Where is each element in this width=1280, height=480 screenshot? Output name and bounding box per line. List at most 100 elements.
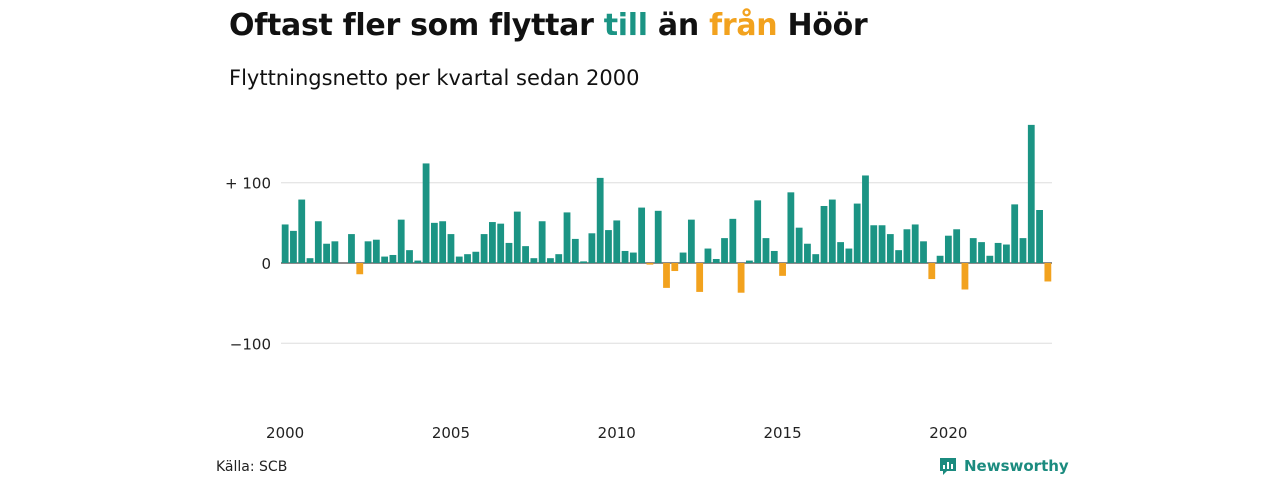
bar <box>1027 124 1035 263</box>
bar <box>522 246 529 263</box>
bar <box>430 222 438 263</box>
bar <box>331 241 339 263</box>
bar <box>994 242 1002 264</box>
y-axis-labels: + 100 0 −100 <box>225 175 271 354</box>
bar <box>538 221 546 263</box>
bar <box>961 263 969 290</box>
bar <box>944 235 952 263</box>
bar <box>1011 204 1019 263</box>
bar <box>323 243 330 263</box>
bar <box>464 254 471 263</box>
bar <box>663 263 670 288</box>
bar <box>439 221 447 263</box>
bar <box>530 258 538 263</box>
bar <box>613 220 621 263</box>
bar <box>505 242 513 264</box>
bar <box>704 248 712 263</box>
x-tick-label: 2005 <box>432 424 470 442</box>
chart-subtitle: Flyttningsnetto per kvartal sedan 2000 <box>229 66 640 90</box>
bar <box>621 250 629 263</box>
bar <box>928 263 936 280</box>
bar <box>812 254 820 263</box>
x-tick-label: 2000 <box>266 424 304 442</box>
newsworthy-logo-icon <box>938 456 958 476</box>
bar <box>356 263 364 275</box>
bar <box>986 255 994 263</box>
bar <box>696 263 704 292</box>
bar <box>895 250 903 263</box>
bar <box>381 256 389 263</box>
bar <box>646 263 654 265</box>
x-tick-label: 2015 <box>763 424 801 442</box>
bar <box>414 260 422 263</box>
bar <box>671 263 679 272</box>
bar <box>804 243 811 263</box>
bar <box>746 260 753 263</box>
bar <box>290 230 297 263</box>
bar <box>762 238 770 263</box>
bar <box>547 258 554 263</box>
bar <box>281 224 289 263</box>
bar <box>779 263 786 276</box>
bar <box>886 234 894 263</box>
bar <box>820 205 828 263</box>
bar <box>422 163 430 263</box>
bar <box>754 200 762 263</box>
bar <box>870 225 878 263</box>
bar <box>953 229 961 263</box>
bar <box>862 175 869 263</box>
bar <box>845 248 853 263</box>
bar <box>920 241 927 263</box>
bar <box>455 256 463 263</box>
x-tick-label: 2010 <box>598 424 636 442</box>
bar <box>1044 263 1052 282</box>
y-tick-label: + 100 <box>225 175 271 193</box>
bar <box>489 222 496 263</box>
bar <box>1036 210 1043 263</box>
bars-layer <box>281 124 1052 293</box>
brand-name: Newsworthy <box>964 457 1069 475</box>
bar <box>853 203 861 263</box>
bar <box>712 258 720 264</box>
title-part-1: Oftast fler som flyttar <box>229 8 594 43</box>
bar <box>605 230 612 263</box>
bar <box>555 254 563 263</box>
bar <box>314 221 322 263</box>
bar <box>497 223 505 263</box>
bar <box>596 177 604 263</box>
bar <box>978 242 985 263</box>
title-part-3: Höör <box>787 8 868 43</box>
bar <box>629 252 637 263</box>
bar <box>389 254 397 263</box>
bar <box>397 219 405 263</box>
chart-title: Oftast fler som flyttar till än från Höö… <box>229 8 868 43</box>
bar <box>571 238 579 263</box>
bar <box>837 242 844 263</box>
bar <box>364 241 372 263</box>
brand-logo: Newsworthy <box>938 456 1069 476</box>
bar <box>306 258 314 263</box>
bar <box>513 211 521 263</box>
bar <box>770 250 778 263</box>
bar <box>638 207 646 263</box>
bar <box>787 192 795 263</box>
bar <box>721 238 728 263</box>
bar <box>1003 244 1010 263</box>
title-fran: från <box>709 8 778 43</box>
y-tick-label: −100 <box>230 335 271 353</box>
bar <box>969 238 977 263</box>
title-part-2: än <box>657 8 699 43</box>
bar <box>903 229 911 263</box>
title-till: till <box>603 8 648 43</box>
bar <box>580 261 587 263</box>
bar <box>472 251 480 263</box>
bar <box>911 224 919 263</box>
bar <box>654 210 662 264</box>
bar <box>936 255 944 263</box>
bar <box>679 252 687 263</box>
y-tick-label: 0 <box>261 255 271 273</box>
bar <box>588 233 596 263</box>
bar <box>795 227 803 263</box>
bar <box>737 263 745 293</box>
